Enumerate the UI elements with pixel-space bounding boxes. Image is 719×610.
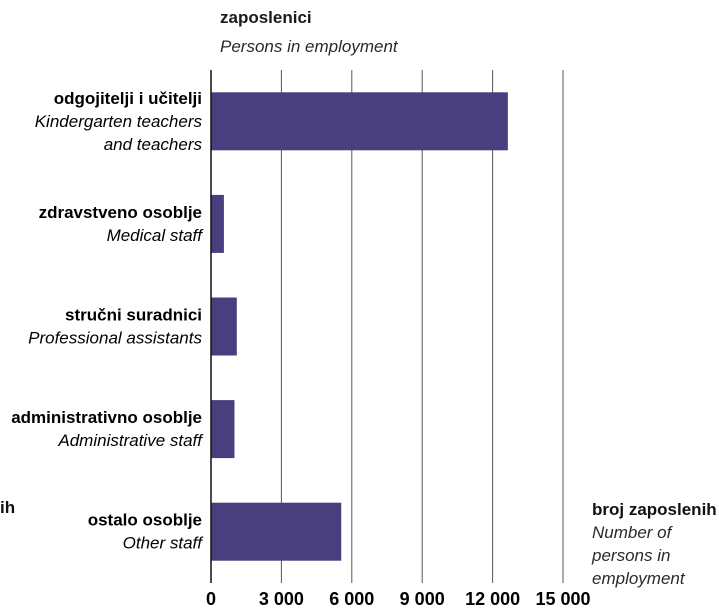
x-tick-label: 15 000 bbox=[535, 589, 590, 609]
x-tick-label: 6 000 bbox=[329, 589, 374, 609]
bar-2 bbox=[211, 194, 224, 253]
category-sublabel: and teachers bbox=[104, 135, 203, 154]
x-axis-label-sub-3: employment bbox=[592, 569, 685, 588]
bar-3 bbox=[211, 297, 237, 356]
x-tick-label: 0 bbox=[206, 589, 216, 609]
x-tick-label: 12 000 bbox=[465, 589, 520, 609]
chart-title: zaposlenici bbox=[220, 8, 312, 27]
bar-5 bbox=[211, 502, 342, 561]
x-tick-label: 9 000 bbox=[400, 589, 445, 609]
category-label: ostalo osoblje bbox=[88, 511, 202, 530]
category-sublabel: Kindergarten teachers bbox=[35, 112, 203, 131]
x-axis-label-main: broj zaposlenih bbox=[592, 500, 717, 519]
bar-4 bbox=[211, 400, 235, 459]
category-label: zdravstveno osoblje bbox=[39, 203, 202, 222]
category-label: administrativno osoblje bbox=[11, 408, 202, 427]
x-axis-label-sub-2: persons in bbox=[592, 546, 671, 565]
category-sublabel: Medical staff bbox=[107, 226, 205, 245]
category-label: stručni suradnici bbox=[65, 306, 202, 325]
x-tick-label: 3 000 bbox=[259, 589, 304, 609]
bar-1 bbox=[211, 92, 508, 151]
chart-subtitle: Persons in employment bbox=[220, 37, 398, 56]
x-axis-label: broj zaposlenih Number of persons in emp… bbox=[592, 498, 717, 590]
x-axis-label-sub-1: Number of bbox=[592, 523, 672, 542]
category-sublabel: Professional assistants bbox=[28, 329, 202, 348]
cutoff-fragment: ih bbox=[0, 498, 16, 517]
category-sublabel: Other staff bbox=[123, 534, 205, 553]
category-sublabel: Administrative staff bbox=[57, 431, 204, 450]
category-label: odgojitelji i učitelji bbox=[54, 89, 202, 108]
